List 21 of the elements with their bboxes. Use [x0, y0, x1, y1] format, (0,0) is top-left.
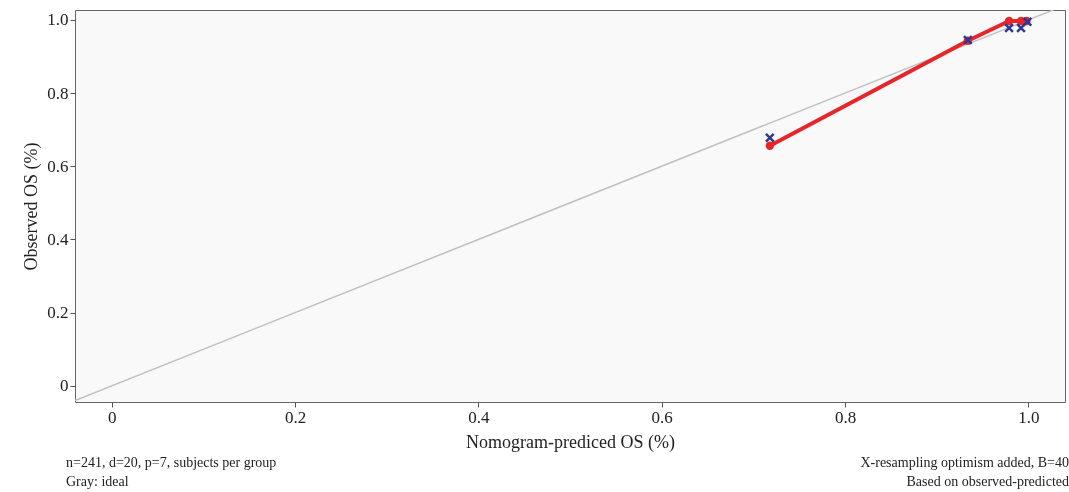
y-tick-label: 0.8: [47, 83, 69, 103]
text: Gray: ideal: [66, 474, 129, 490]
text: Based on observed-predicted: [906, 474, 1069, 490]
y-tick-label: 0.4: [47, 229, 69, 249]
x-tick-label: 0.6: [651, 407, 673, 427]
text: X-resampling optimism added, B=40: [860, 455, 1069, 471]
y-tick-label: 0.6: [47, 156, 69, 176]
point: [1004, 16, 1014, 26]
x-tick-label: 0: [107, 407, 117, 427]
x-tick-label: 0.8: [834, 407, 857, 427]
text: n=241, d=20, p=7, subjects per group: [66, 455, 277, 471]
x-tick-label: 0.2: [284, 407, 307, 427]
point: [765, 141, 775, 150]
y-axis-title: Observed OS (%): [21, 142, 43, 271]
y-tick-label: 0.2: [47, 303, 69, 323]
y-tick-label: 1.0: [47, 10, 69, 30]
y-tick-label: 0: [60, 376, 69, 396]
x-axis-title: Nomogram-prediced OS (%): [466, 431, 675, 453]
x-tick-label: 1.0: [1018, 407, 1040, 427]
x-tick-label: 0.4: [468, 407, 490, 427]
point: [764, 132, 775, 143]
